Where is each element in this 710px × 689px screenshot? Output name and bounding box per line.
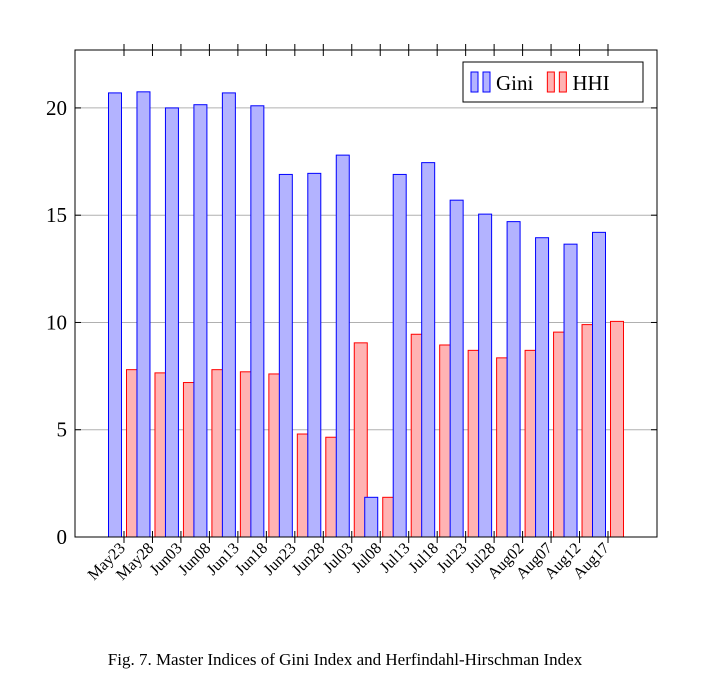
x-tick-label: Jun08 [175, 540, 214, 579]
legend: Gini HHI [462, 61, 644, 103]
bar [592, 231, 606, 538]
plot-frame [74, 49, 658, 538]
legend-label: Gini [496, 71, 534, 95]
bar [108, 92, 122, 538]
x-tick-label: Jul18 [405, 540, 442, 577]
bar [392, 173, 407, 538]
bar [421, 162, 436, 538]
legend-label: HHI [572, 71, 609, 95]
bar [307, 172, 322, 538]
y-tick-label: 15 [46, 203, 67, 227]
bar [506, 221, 521, 538]
bar [610, 320, 624, 538]
bar [335, 154, 350, 538]
bar [563, 243, 578, 538]
bar [449, 199, 464, 538]
legend-swatch [546, 71, 555, 93]
x-tick-label: Jun23 [261, 540, 300, 579]
bar [278, 173, 293, 538]
bar [478, 213, 493, 538]
y-tick-label: 5 [57, 418, 68, 442]
y-tick-label: 0 [57, 525, 68, 549]
x-tick-label: Jul08 [349, 540, 386, 577]
legend-swatch [470, 71, 479, 93]
legend-swatch [482, 71, 491, 93]
bar [136, 91, 151, 538]
legend-swatch [558, 71, 567, 93]
caption: Fig. 7. Master Indices of Gini Index and… [108, 650, 583, 669]
x-tick-label: Jun13 [204, 540, 243, 579]
x-tick-label: Jul23 [434, 540, 471, 577]
bar [193, 104, 208, 538]
x-tick-label: Jul13 [377, 540, 414, 577]
bar [535, 237, 550, 538]
x-tick-label: Jul03 [320, 540, 357, 577]
bar [250, 105, 265, 538]
bar [164, 107, 179, 538]
y-tick-label: 10 [46, 310, 67, 334]
bar [221, 92, 236, 538]
y-tick-label: 20 [46, 96, 67, 120]
x-tick-label: Jun28 [289, 540, 328, 579]
x-tick-label: Jun03 [147, 540, 186, 579]
bar [364, 496, 379, 538]
x-tick-label: Jun18 [232, 540, 271, 579]
